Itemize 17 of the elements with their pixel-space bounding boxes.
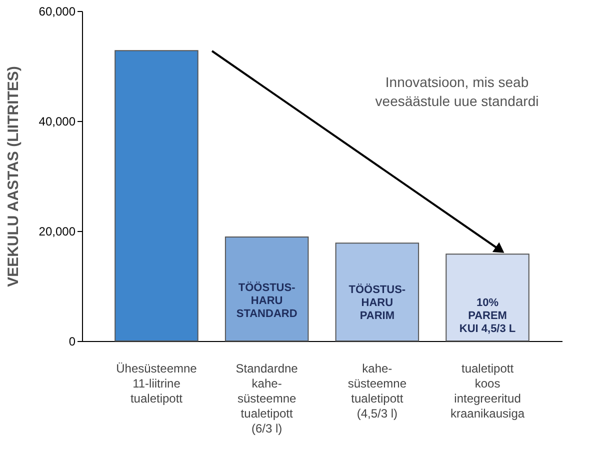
bar: [335, 242, 420, 342]
y-tick-label: 60,000: [38, 4, 76, 18]
y-axis-title: VEEKULU AASTAS (LIITRITES): [4, 66, 22, 287]
annotation: TÖÖSTUS- HARU STANDARD: [236, 281, 298, 320]
y-tick-label: 20,000: [38, 224, 76, 238]
x-tick-label: Ühesüsteemne 11-liitrine tualetipott: [116, 362, 198, 406]
bar: [224, 236, 309, 342]
annotation: 10% PAREM KUI 4,5/3 L: [459, 297, 516, 335]
bar: [446, 254, 530, 342]
y-tick-label: 0: [68, 334, 76, 348]
x-tick-label: tualetipott koos integreeritud kraanikausiga: [450, 362, 525, 420]
y-tick-label: 40,000: [38, 114, 76, 128]
annotation: Innovatsioon, mis seab veesäästule uue standardi: [375, 74, 539, 109]
bar: [114, 50, 198, 342]
x-tick-label: kahe- süsteemne tualetipott (4,5/3 l): [348, 362, 407, 420]
annotation: TÖÖSTUS- HARU PARIM: [348, 283, 406, 322]
x-tick-label: Standardne kahe- süsteemne tualetipott (6/3 l): [236, 362, 298, 436]
